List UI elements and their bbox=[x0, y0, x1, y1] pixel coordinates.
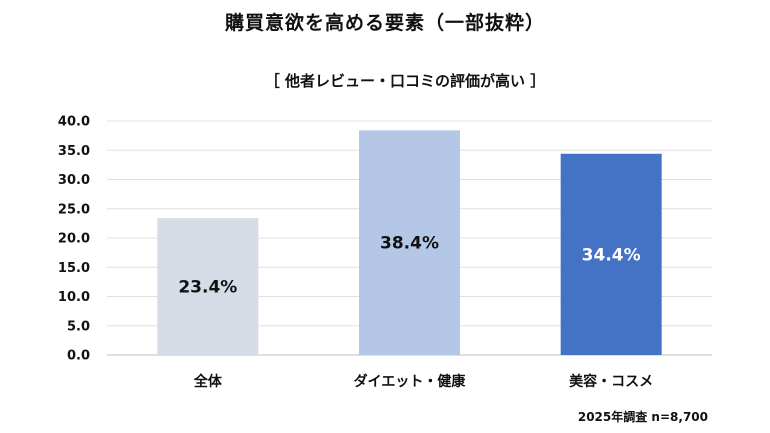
data-label: 34.4% bbox=[582, 245, 641, 265]
y-tick-label: 25.0 bbox=[58, 202, 90, 217]
chart-subtitle: ［ 他者レビュー・口コミの評価が高い ］ bbox=[264, 72, 546, 90]
y-tick-label: 20.0 bbox=[58, 232, 90, 247]
x-axis-ticks: 全体 ダイエット・健康 美容・コスメ bbox=[193, 373, 653, 390]
bar-1 bbox=[157, 218, 259, 355]
source-note: 2025年調査 n=8,700 bbox=[577, 410, 708, 424]
data-label: 38.4% bbox=[380, 234, 439, 254]
bars bbox=[157, 130, 662, 355]
y-tick-label: 15.0 bbox=[58, 261, 90, 276]
data-label: 23.4% bbox=[178, 278, 237, 298]
y-tick-label: 5.0 bbox=[67, 319, 90, 334]
data-labels: 23.4% 38.4% 34.4% bbox=[178, 234, 640, 298]
chart-title: 購買意欲を高める要素（一部抜粋） bbox=[224, 12, 545, 34]
y-tick-label: 40.0 bbox=[58, 115, 90, 130]
x-tick-label: ダイエット・健康 bbox=[354, 373, 467, 390]
y-tick-label: 35.0 bbox=[58, 144, 90, 159]
bar-3 bbox=[560, 153, 662, 355]
y-tick-label: 30.0 bbox=[58, 173, 90, 188]
y-tick-label: 10.0 bbox=[58, 290, 90, 305]
bar-2 bbox=[359, 130, 460, 355]
x-tick-label: 全体 bbox=[193, 373, 223, 390]
y-tick-label: 0.0 bbox=[67, 349, 90, 364]
x-tick-label: 美容・コスメ bbox=[569, 373, 653, 390]
y-axis-ticks: 0.0 5.0 10.0 15.0 20.0 25.0 30.0 35.0 40.0 bbox=[58, 115, 90, 364]
